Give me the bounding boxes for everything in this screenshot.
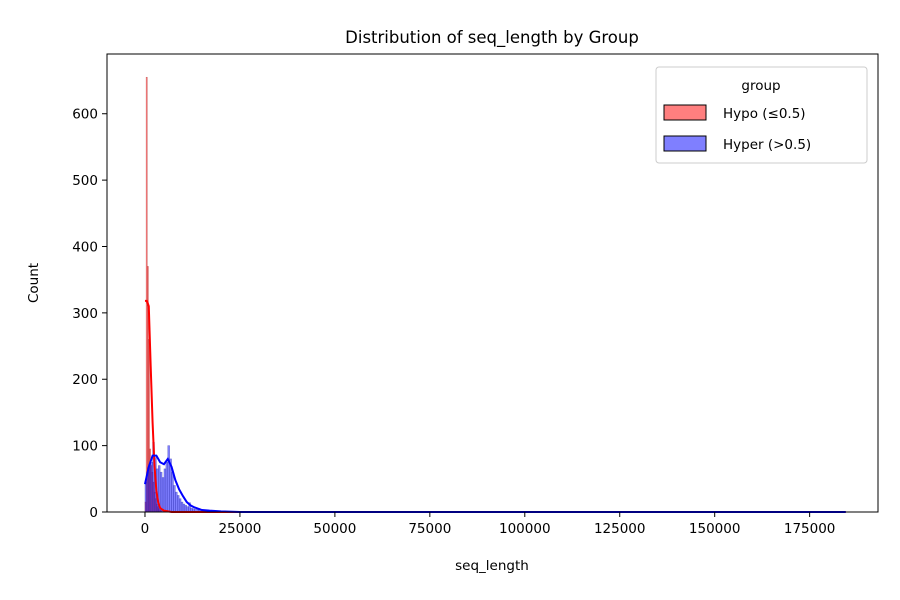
y-tick-label-2: 200 xyxy=(72,372,98,388)
y-tick-label-1: 100 xyxy=(72,439,98,455)
y-tick-label-0: 0 xyxy=(89,505,98,521)
legend-box xyxy=(655,66,868,164)
y-axis-label: Count xyxy=(26,263,42,303)
chart-title: Distribution of seq_length by Group xyxy=(345,28,639,48)
x-tick-label-2: 50000 xyxy=(313,521,356,537)
legend-label-hyper: Hyper (>0.5) xyxy=(723,137,811,153)
y-tick-label-6: 600 xyxy=(72,107,98,123)
x-tick-label-6: 150000 xyxy=(689,521,741,537)
hypo-kde-line xyxy=(144,299,846,513)
hyper-bar-17 xyxy=(177,495,180,513)
hyper-bar-9 xyxy=(161,477,165,513)
y-axis-ticks: 0 100 200 300 400 500 600 xyxy=(72,107,107,521)
x-tick-label-1: 25000 xyxy=(218,521,261,537)
hyper-bar-15 xyxy=(173,485,176,513)
legend-swatch-hyper xyxy=(663,135,707,152)
legend-title: group xyxy=(741,78,780,94)
x-tick-label-3: 75000 xyxy=(408,521,451,537)
x-axis-ticks: 0 25000 50000 75000 100000 125000 150000 175000 xyxy=(141,512,836,537)
y-tick-label-5: 500 xyxy=(72,173,98,189)
hyper-bar-3 xyxy=(150,461,153,513)
hyper-bar-20 xyxy=(182,503,186,513)
x-axis-label: seq_length xyxy=(455,558,529,574)
legend-label-hypo: Hypo (≤0.5) xyxy=(723,106,806,122)
x-tick-label-7: 175000 xyxy=(784,521,836,537)
legend-swatch-hypo xyxy=(663,104,707,121)
hyper-kde-line xyxy=(144,454,846,513)
axes-frame xyxy=(106,53,879,513)
hyper-bar-12 xyxy=(167,445,170,513)
y-tick-label-4: 400 xyxy=(72,239,98,255)
x-tick-label-5: 125000 xyxy=(594,521,646,537)
y-tick-label-3: 300 xyxy=(72,306,98,322)
legend: group Hypo (≤0.5) Hyper (>0.5) xyxy=(655,66,868,164)
hyper-bar-11 xyxy=(165,461,169,513)
hyper-bar-2 xyxy=(148,465,151,513)
hyper-bar-10 xyxy=(163,468,167,513)
hyper-bar-0 xyxy=(144,481,148,513)
x-tick-label-0: 0 xyxy=(141,521,150,537)
hyper-bar-14 xyxy=(171,471,174,513)
hyper-bar-16 xyxy=(175,491,178,513)
plot-area xyxy=(144,76,846,513)
x-tick-label-4: 100000 xyxy=(499,521,551,537)
hyper-bar-18 xyxy=(178,498,182,513)
hyper-bar-19 xyxy=(180,501,184,513)
